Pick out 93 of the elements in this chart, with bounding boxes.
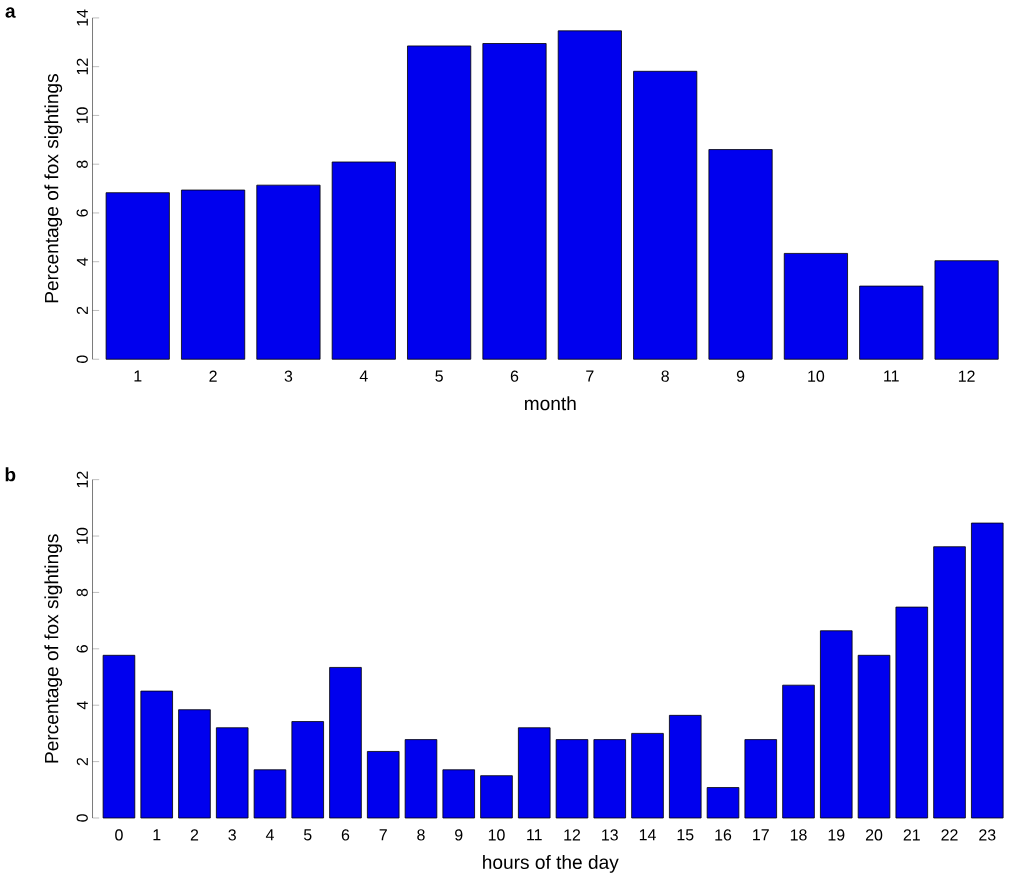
x-tick-label: 5 xyxy=(303,829,312,841)
x-tick-label: 3 xyxy=(228,829,236,841)
bar xyxy=(820,630,853,819)
y-axis-title: Percentage of fox sightings xyxy=(44,534,63,763)
bar xyxy=(140,690,173,819)
bar xyxy=(706,787,740,819)
y-tick-label: 12 xyxy=(76,58,88,75)
x-axis-title: hours of the day xyxy=(483,855,619,873)
bar xyxy=(517,727,551,819)
x-tick-label: 6 xyxy=(341,829,350,841)
chart-title: a xyxy=(5,7,16,18)
bar xyxy=(857,655,891,819)
x-tick-label: 9 xyxy=(736,370,745,382)
x-tick-label: 13 xyxy=(602,829,618,841)
x-tick-label: 1 xyxy=(134,370,142,382)
x-axis-title: month xyxy=(525,396,576,411)
x-tick-label: 6 xyxy=(510,370,519,382)
x-tick-label: 0 xyxy=(115,829,123,841)
x-tick-label: 2 xyxy=(209,370,217,382)
y-tick-label: 10 xyxy=(76,107,88,124)
x-tick-label: 12 xyxy=(958,370,975,382)
x-tick-label: 5 xyxy=(435,370,443,382)
x-tick-label: 16 xyxy=(715,829,732,841)
bar xyxy=(215,727,249,819)
y-tick-label: 2 xyxy=(76,758,88,766)
x-tick-label: 11 xyxy=(884,370,899,382)
y-tick-label: 4 xyxy=(76,257,88,266)
x-tick-label: 7 xyxy=(586,370,594,382)
bar xyxy=(895,606,929,819)
x-tick-label: 7 xyxy=(379,829,387,841)
bar xyxy=(783,253,848,360)
bar xyxy=(256,184,321,360)
x-tick-label: 2 xyxy=(190,829,199,841)
bar xyxy=(366,751,400,819)
x-tick-label: 18 xyxy=(790,829,807,841)
x-tick-label: 4 xyxy=(265,829,274,841)
y-tick-label: 8 xyxy=(76,160,88,169)
y-tick-label: 2 xyxy=(76,307,88,315)
y-axis-title: Percentage of fox sightings xyxy=(44,74,63,303)
bar xyxy=(744,739,778,819)
bar xyxy=(555,739,589,819)
x-tick-label: 4 xyxy=(359,370,368,382)
x-tick-label: 12 xyxy=(564,829,581,841)
x-tick-label: 20 xyxy=(865,829,883,841)
bar xyxy=(329,667,362,819)
bar xyxy=(482,43,547,360)
bar xyxy=(178,709,211,819)
bar xyxy=(442,769,475,819)
chart-title: b xyxy=(5,467,16,482)
y-tick-label: 12 xyxy=(76,471,88,488)
bar xyxy=(631,733,664,819)
y-tick-label: 4 xyxy=(76,701,88,710)
y-tick-label: 0 xyxy=(76,814,88,822)
x-tick-label: 21 xyxy=(903,829,920,841)
bar xyxy=(291,721,324,819)
bar xyxy=(933,546,966,819)
x-tick-label: 17 xyxy=(753,829,769,841)
x-tick-label: 22 xyxy=(941,829,958,841)
x-tick-label: 1 xyxy=(153,829,161,841)
bar xyxy=(102,655,136,819)
x-tick-label: 15 xyxy=(677,829,694,841)
x-tick-label: 14 xyxy=(639,829,656,841)
x-tick-label: 10 xyxy=(808,370,825,382)
bar xyxy=(708,149,773,360)
y-tick-label: 0 xyxy=(76,355,88,364)
x-tick-label: 10 xyxy=(488,829,505,841)
bar xyxy=(407,45,472,360)
x-tick-label: 8 xyxy=(417,829,425,841)
bar xyxy=(253,769,287,819)
bar xyxy=(782,684,815,819)
bar xyxy=(404,739,438,819)
bar xyxy=(633,71,698,360)
bar xyxy=(593,739,627,819)
x-tick-label: 23 xyxy=(979,829,996,841)
bar xyxy=(480,775,513,819)
bar xyxy=(105,192,170,360)
bar xyxy=(971,522,1004,819)
x-tick-label: 19 xyxy=(828,829,845,841)
y-tick-label: 6 xyxy=(76,209,88,217)
x-tick-label: 8 xyxy=(661,370,669,382)
bar xyxy=(669,715,702,819)
y-tick-label: 8 xyxy=(76,588,88,597)
y-tick-label: 10 xyxy=(76,527,88,544)
bar xyxy=(859,285,924,360)
y-tick-label: 14 xyxy=(76,9,88,26)
bar xyxy=(557,30,622,360)
x-tick-label: 9 xyxy=(455,829,463,841)
bar xyxy=(331,161,396,360)
bar xyxy=(181,189,246,360)
x-tick-label: 3 xyxy=(284,370,293,382)
x-tick-label: 11 xyxy=(527,829,542,841)
bar xyxy=(934,260,999,360)
y-tick-label: 6 xyxy=(76,645,88,653)
